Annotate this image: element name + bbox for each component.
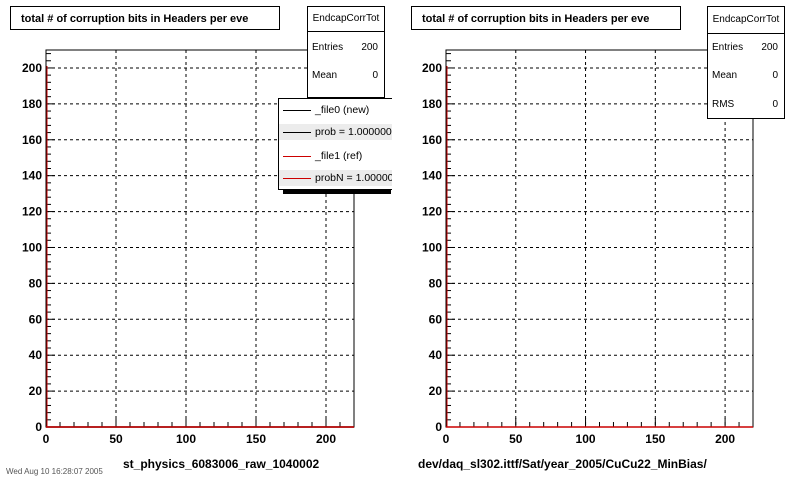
legend-label-file1: _file1 (ref) <box>315 150 363 162</box>
right-stats-mean-row: Mean 0 <box>712 69 778 83</box>
right-ytick-label-180: 180 <box>422 97 442 111</box>
right-rms-label: RMS <box>712 99 735 110</box>
legend-item-probn: probN = 1.000000 <box>279 170 392 186</box>
right-ytick-label-60: 60 <box>429 312 443 326</box>
right-ytick-label-160: 160 <box>422 133 442 147</box>
right-ytick-label-0: 0 <box>435 420 442 434</box>
footer-date: Wed Aug 10 16:28:07 2005 <box>6 467 103 476</box>
left-xtick-label-50: 50 <box>109 432 123 446</box>
left-stats-mean-row: Mean 0 <box>312 69 378 83</box>
legend-line-file0 <box>283 110 311 111</box>
left-xtick-label-200: 200 <box>316 432 336 446</box>
left-entries-value: 200 <box>361 42 378 53</box>
right-title-box: total # of corruption bits in Headers pe… <box>411 6 681 30</box>
legend-item-file0: _file0 (new) <box>279 102 392 118</box>
right-stats-name: EndcapCorrTot <box>708 7 784 34</box>
left-mean-value: 0 <box>372 70 378 81</box>
left-ytick-label-140: 140 <box>22 169 42 183</box>
left-ytick-label-120: 120 <box>22 205 42 219</box>
left-stats-entries-row: Entries 200 <box>312 41 378 55</box>
right-stats-rms-row: RMS 0 <box>712 98 778 112</box>
left-ytick-label-180: 180 <box>22 97 42 111</box>
left-ytick-label-200: 200 <box>22 61 42 75</box>
right-run-label: dev/daq_sl302.ittf/Sat/year_2005/CuCu22_… <box>418 457 707 471</box>
legend-line-file1 <box>283 156 311 157</box>
right-ytick-label-200: 200 <box>422 61 442 75</box>
right-title: total # of corruption bits in Headers pe… <box>422 13 650 25</box>
left-entries-label: Entries <box>312 42 344 53</box>
right-stats-entries-row: Entries 200 <box>712 41 778 55</box>
left-mean-label: Mean <box>312 70 338 81</box>
legend-item-file1: _file1 (ref) <box>279 148 392 164</box>
right-xtick-label-100: 100 <box>576 432 596 446</box>
left-stats-box: EndcapCorrTot Entries 200 Mean 0 <box>307 6 385 98</box>
legend-line-probn <box>283 178 311 179</box>
legend-label-file0: _file0 (new) <box>315 104 370 116</box>
legend-label-prob: prob = 1.000000 <box>315 126 392 138</box>
right-mean-value: 0 <box>772 70 778 81</box>
left-legend: _file0 (new) prob = 1.000000 _file1 (ref… <box>278 98 392 190</box>
left-ytick-label-0: 0 <box>35 420 42 434</box>
left-ytick-label-40: 40 <box>29 348 43 362</box>
legend-line-prob <box>283 132 311 133</box>
left-title: total # of corruption bits in Headers pe… <box>21 13 249 25</box>
right-ytick-label-100: 100 <box>422 240 442 254</box>
left-xtick-label-100: 100 <box>176 432 196 446</box>
left-xtick-label-0: 0 <box>43 432 50 446</box>
left-ytick-label-80: 80 <box>29 276 43 290</box>
right-ytick-label-140: 140 <box>422 169 442 183</box>
left-title-box: total # of corruption bits in Headers pe… <box>10 6 280 30</box>
right-ytick-label-120: 120 <box>422 205 442 219</box>
right-xtick-label-200: 200 <box>715 432 735 446</box>
right-xtick-label-50: 50 <box>509 432 523 446</box>
left-ytick-label-20: 20 <box>29 384 43 398</box>
left-ytick-label-100: 100 <box>22 240 42 254</box>
right-entries-label: Entries <box>712 42 744 53</box>
right-entries-value: 200 <box>761 42 778 53</box>
right-stats-box: EndcapCorrTot Entries 200 Mean 0 RMS 0 <box>707 6 785 119</box>
right-mean-label: Mean <box>712 70 738 81</box>
left-run-label: st_physics_6083006_raw_1040002 <box>123 457 320 471</box>
right-rms-value: 0 <box>772 99 778 110</box>
right-ytick-label-80: 80 <box>429 276 443 290</box>
right-xtick-label-0: 0 <box>443 432 450 446</box>
left-xtick-label-150: 150 <box>246 432 266 446</box>
left-ytick-label-160: 160 <box>22 133 42 147</box>
legend-label-probn: probN = 1.000000 <box>315 172 392 184</box>
left-stats-name: EndcapCorrTot <box>308 7 384 32</box>
legend-item-prob: prob = 1.000000 <box>279 124 392 140</box>
right-xtick-label-150: 150 <box>645 432 665 446</box>
right-ytick-label-20: 20 <box>429 384 443 398</box>
right-ytick-label-40: 40 <box>429 348 443 362</box>
left-ytick-label-60: 60 <box>29 312 43 326</box>
